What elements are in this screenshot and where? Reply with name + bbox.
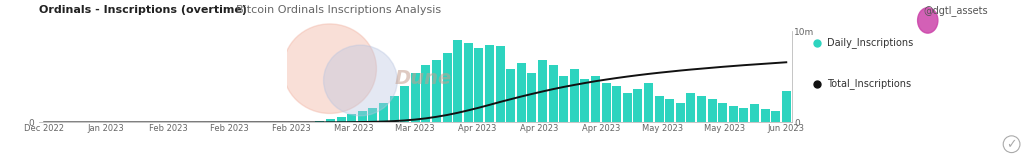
Bar	[464, 43, 473, 122]
Text: Bitcoin Ordinals Inscriptions Analysis: Bitcoin Ordinals Inscriptions Analysis	[236, 5, 440, 15]
Bar	[601, 83, 610, 122]
Bar	[581, 79, 590, 122]
Bar	[686, 93, 695, 122]
Bar	[369, 108, 377, 122]
Bar	[666, 99, 674, 122]
Circle shape	[324, 45, 397, 116]
Bar	[315, 121, 325, 122]
Bar	[496, 46, 505, 122]
Text: Total_Inscriptions: Total_Inscriptions	[827, 78, 911, 89]
Bar	[442, 53, 452, 122]
Bar	[591, 76, 600, 122]
Bar	[633, 89, 642, 122]
Bar	[750, 104, 759, 122]
Bar	[379, 103, 388, 122]
Bar	[569, 70, 579, 122]
Bar	[644, 83, 653, 122]
Bar	[474, 48, 483, 122]
Text: @dgtl_assets: @dgtl_assets	[924, 5, 988, 16]
Bar	[676, 103, 685, 122]
Bar	[781, 91, 791, 122]
Bar	[697, 96, 706, 122]
Bar	[527, 73, 537, 122]
Bar	[718, 103, 727, 122]
Bar	[432, 60, 441, 122]
Bar	[326, 119, 335, 122]
Text: Ordinals - Inscriptions (overtime): Ordinals - Inscriptions (overtime)	[39, 5, 247, 15]
Bar	[411, 73, 420, 122]
Bar	[739, 108, 749, 122]
Bar	[357, 111, 367, 122]
Bar	[454, 40, 462, 122]
Bar	[559, 76, 568, 122]
Bar	[654, 96, 664, 122]
Bar	[337, 117, 345, 122]
Bar	[761, 109, 770, 122]
Text: Dune: Dune	[394, 69, 452, 88]
Bar	[549, 65, 557, 122]
Bar	[708, 99, 717, 122]
Circle shape	[918, 8, 938, 33]
Bar	[400, 86, 410, 122]
Bar	[623, 93, 632, 122]
Bar	[729, 106, 737, 122]
Text: Daily_Inscriptions: Daily_Inscriptions	[827, 37, 913, 48]
Bar	[612, 86, 622, 122]
Circle shape	[283, 24, 377, 113]
Bar	[421, 65, 430, 122]
Bar	[389, 96, 398, 122]
Text: ✓: ✓	[1007, 138, 1017, 151]
Bar	[517, 63, 525, 122]
Bar	[485, 45, 494, 122]
Bar	[771, 111, 780, 122]
Bar	[347, 114, 356, 122]
Bar	[538, 60, 547, 122]
Bar	[506, 70, 515, 122]
